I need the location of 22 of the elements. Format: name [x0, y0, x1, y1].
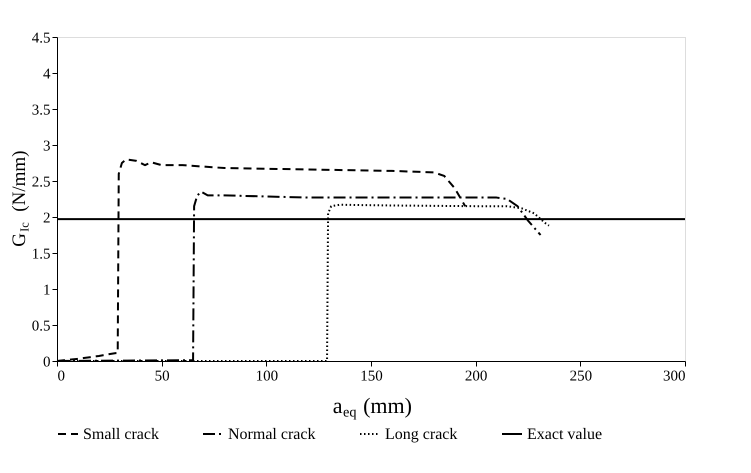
x-tick-label: 250	[570, 368, 592, 384]
x-tick-label: 300	[663, 368, 686, 384]
legend-label: Small crack	[83, 426, 159, 443]
y-tick-label: 1.5	[32, 246, 50, 262]
y-tick-label: 0.5	[32, 318, 50, 334]
y-tick-label: 3	[43, 138, 50, 154]
x-tick-label: 200	[464, 368, 488, 384]
x-tick-label: 50	[154, 368, 170, 384]
y-tick-label: 3.5	[32, 102, 50, 118]
y-axis-title: GIc (N/mm)	[9, 150, 32, 247]
legend-label: Long crack	[385, 426, 458, 443]
legend-label: Exact value	[527, 426, 602, 443]
y-tick-label: 2.5	[32, 174, 50, 190]
y-tick-label: 0	[43, 354, 50, 370]
y-tick-label: 4.5	[32, 30, 50, 46]
y-tick-label: 4	[43, 66, 51, 82]
x-tick-label: 0	[58, 368, 65, 384]
legend-label: Normal crack	[228, 426, 316, 443]
x-tick-label: 100	[256, 368, 278, 384]
x-tick-label: 150	[360, 368, 383, 384]
y-tick-label: 2	[43, 210, 50, 226]
y-tick-label: 1	[43, 282, 50, 298]
